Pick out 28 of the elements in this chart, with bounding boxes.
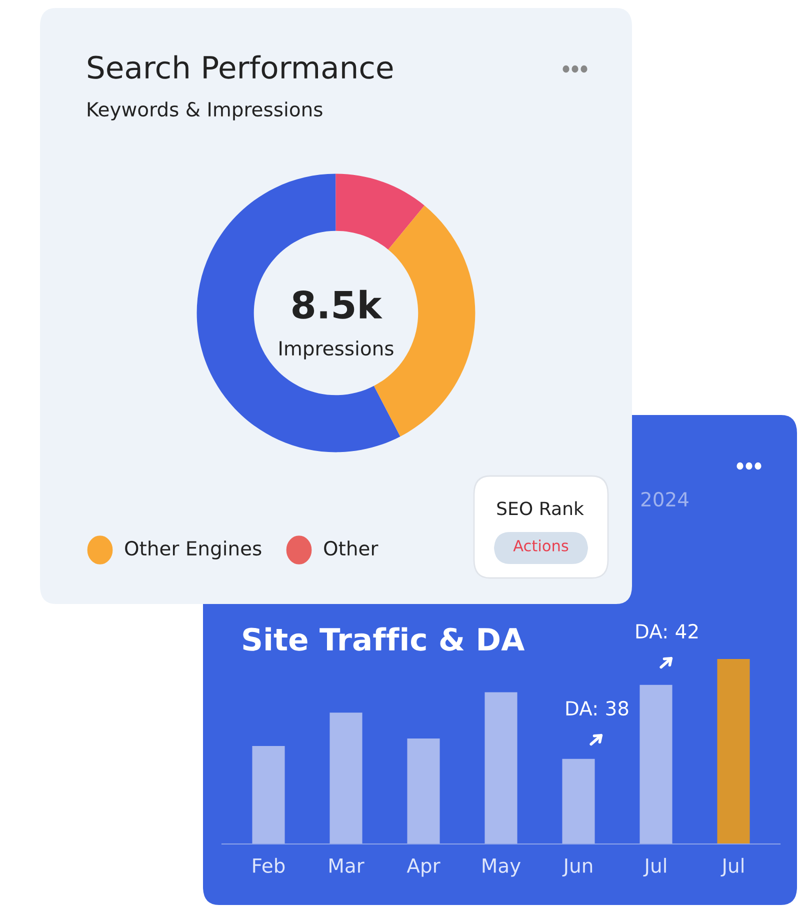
bar <box>407 738 440 844</box>
chart-title: Site Traffic & DA <box>243 627 525 651</box>
text: DA: 42 <box>636 624 698 638</box>
bar <box>640 684 672 844</box>
text: 8.5k <box>292 290 382 319</box>
text: 2024 <box>641 492 688 507</box>
text: SEO Rank <box>497 501 584 516</box>
bar <box>717 659 750 844</box>
legend-label: Other Engines <box>125 540 262 560</box>
bar <box>252 746 285 844</box>
donut-slice <box>196 174 400 452</box>
x-tick-label: May <box>482 858 521 877</box>
annotation: DA: 38 <box>566 700 628 716</box>
bar <box>562 758 595 844</box>
bar <box>484 692 518 844</box>
bar <box>330 712 362 844</box>
x-tick-label: Jul <box>643 858 666 877</box>
x-tick-label: Mar <box>330 858 364 873</box>
text: Actions <box>513 540 568 552</box>
text: Impressions <box>280 340 394 360</box>
donut-slice <box>336 174 424 250</box>
x-tick-label: Apr <box>406 858 440 877</box>
x-tick-label: Jun <box>562 858 592 877</box>
chart-subtitle: Keywords & Impressions <box>88 102 322 120</box>
x-tick-label: Feb <box>253 858 285 873</box>
x-tick-label: Jul <box>720 858 744 877</box>
chart-title: Search Performance <box>88 55 393 79</box>
legend-label: Other <box>324 540 378 556</box>
